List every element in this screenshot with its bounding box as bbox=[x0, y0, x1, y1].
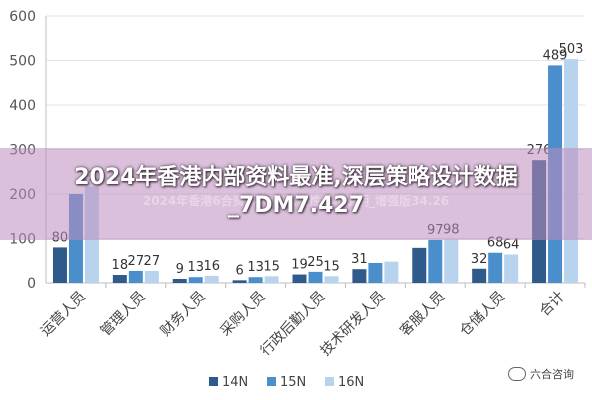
bar bbox=[504, 254, 519, 283]
watermark-text: 六合咨询 bbox=[530, 368, 574, 381]
banner-subtitle: 2024年香港6合资料大全查,定性解析说明_增强版34.26 bbox=[142, 194, 450, 208]
data-label: 6 bbox=[235, 263, 243, 278]
bar bbox=[172, 278, 187, 283]
data-label: 503 bbox=[559, 42, 584, 57]
bar bbox=[352, 269, 367, 283]
bar bbox=[324, 276, 339, 283]
bar bbox=[308, 271, 323, 283]
x-category-label: 技术研发人员 bbox=[318, 289, 389, 360]
bar bbox=[204, 275, 219, 283]
data-label: 32 bbox=[471, 252, 488, 267]
banner-title: 2024年香港内部资料最准,深层策略设计数据_7DM7.427 bbox=[74, 165, 518, 218]
data-label: 15 bbox=[263, 259, 280, 274]
data-label: 31 bbox=[351, 252, 368, 267]
legend-swatch bbox=[209, 377, 218, 386]
bar bbox=[444, 239, 459, 283]
bar bbox=[428, 239, 443, 283]
data-label: 489 bbox=[543, 48, 568, 63]
x-category-label: 管理人员 bbox=[98, 289, 149, 340]
data-label: 27 bbox=[128, 254, 145, 269]
bar bbox=[264, 276, 279, 283]
bar bbox=[292, 274, 307, 283]
x-category-label: 仓储人员 bbox=[457, 289, 508, 340]
data-label: 16 bbox=[203, 259, 220, 274]
bar bbox=[248, 277, 263, 283]
data-label: 13 bbox=[187, 260, 204, 275]
bar bbox=[144, 270, 159, 283]
y-tick-label: 600 bbox=[9, 9, 36, 25]
data-label: 15 bbox=[323, 259, 340, 274]
data-label: 25 bbox=[307, 255, 324, 270]
wechat-icon bbox=[508, 367, 526, 381]
legend-label: 16N bbox=[338, 375, 364, 390]
legend-label: 15N bbox=[280, 375, 306, 390]
bar bbox=[384, 261, 399, 283]
y-tick-label: 400 bbox=[9, 98, 36, 114]
y-tick-label: 0 bbox=[27, 276, 36, 292]
bar bbox=[52, 247, 67, 283]
legend-swatch bbox=[267, 377, 276, 386]
bar bbox=[488, 252, 503, 283]
bar bbox=[368, 262, 383, 283]
bar bbox=[472, 268, 487, 283]
data-label: 18 bbox=[112, 258, 129, 273]
bar bbox=[128, 270, 143, 283]
data-label: 13 bbox=[247, 260, 264, 275]
bar bbox=[232, 280, 247, 283]
x-category-label: 客服人员 bbox=[396, 288, 448, 340]
x-category-label: 采购人员 bbox=[218, 289, 269, 340]
data-label: 64 bbox=[503, 238, 520, 253]
x-category-label: 合计 bbox=[537, 289, 568, 320]
watermark: 六合咨询 bbox=[508, 366, 574, 382]
data-label: 9 bbox=[176, 262, 184, 277]
y-tick-label: 500 bbox=[9, 54, 36, 70]
title-banner bbox=[0, 148, 592, 240]
data-label: 27 bbox=[144, 254, 161, 269]
bar bbox=[112, 274, 127, 283]
bar bbox=[412, 247, 427, 283]
x-category-label: 财务人员 bbox=[158, 289, 209, 340]
legend-swatch bbox=[325, 377, 334, 386]
x-category-label: 运营人员 bbox=[38, 289, 89, 340]
data-label: 19 bbox=[291, 258, 308, 273]
legend-label: 14N bbox=[222, 375, 248, 390]
bar bbox=[188, 277, 203, 283]
